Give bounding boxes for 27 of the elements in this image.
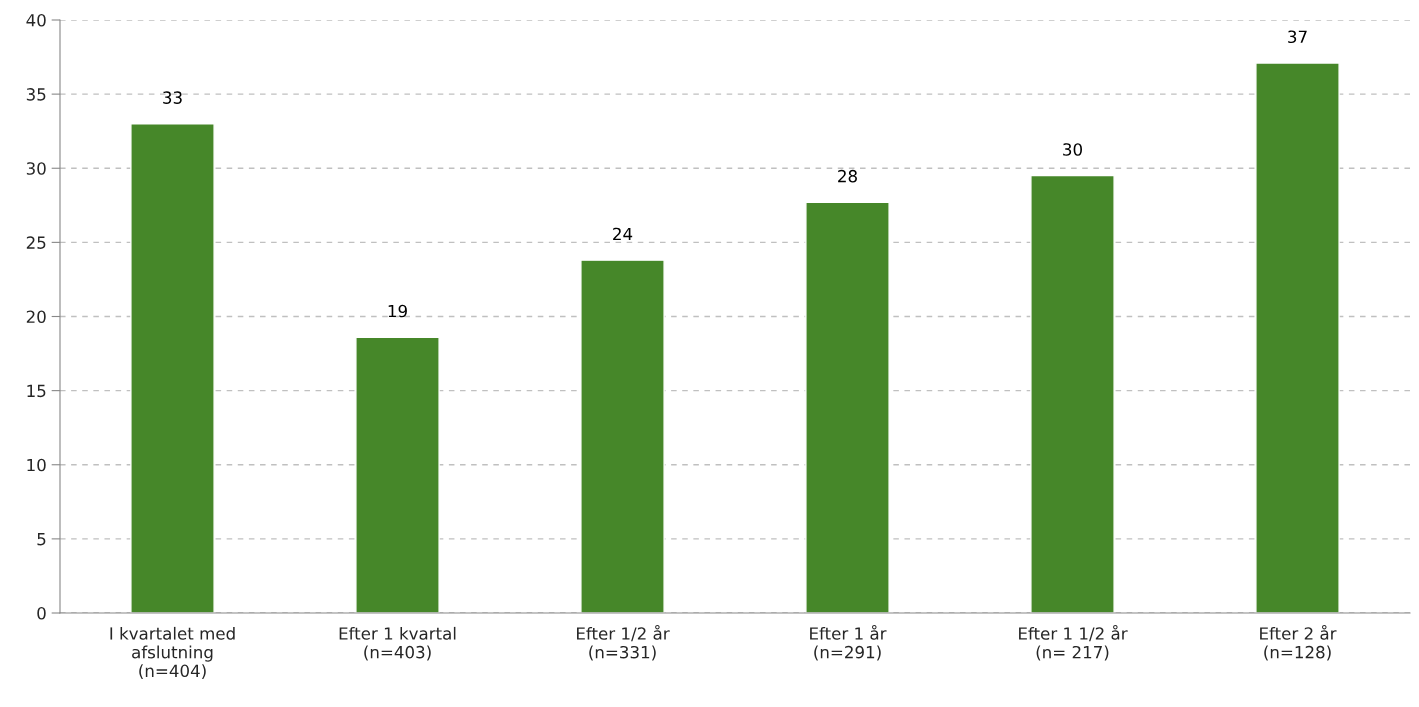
x-tick-label: Efter 2 år (n=128): [1260, 624, 1337, 661]
x-tick-label: Efter 1 1/2 år (n= 217): [1019, 624, 1128, 661]
bar: [580, 259, 665, 613]
y-tick-label: 15: [27, 384, 46, 398]
y-tick-label: 30: [26, 162, 46, 175]
y-tick-label: 40: [26, 13, 46, 27]
y-tick-label: 20: [26, 310, 46, 324]
data-label: 24: [613, 227, 633, 241]
y-tick-label: 5: [37, 533, 46, 546]
data-label: 28: [838, 169, 857, 183]
y-tick-label: 10: [27, 458, 46, 472]
data-label: 37: [1288, 30, 1307, 44]
y-tick-label: 0: [37, 606, 46, 620]
bar: [1030, 174, 1115, 613]
x-tick-label: Efter 1 år (n=291): [810, 624, 887, 661]
y-tick-label: 25: [26, 236, 46, 249]
data-label: 33: [163, 91, 182, 104]
data-label: 30: [1063, 143, 1082, 156]
bar: [1255, 62, 1340, 613]
data-label: 19: [388, 304, 407, 318]
bar: [805, 201, 890, 613]
bar: [355, 336, 440, 613]
x-tick-label: I kvartalet med afslutning (n=404): [110, 626, 235, 680]
x-tick-label: Efter 1 kvartal (n=403): [339, 626, 456, 661]
bar: [130, 123, 215, 613]
y-tick-label: 35: [26, 88, 46, 101]
x-tick-label: Efter 1/2 år (n=331): [577, 624, 670, 661]
